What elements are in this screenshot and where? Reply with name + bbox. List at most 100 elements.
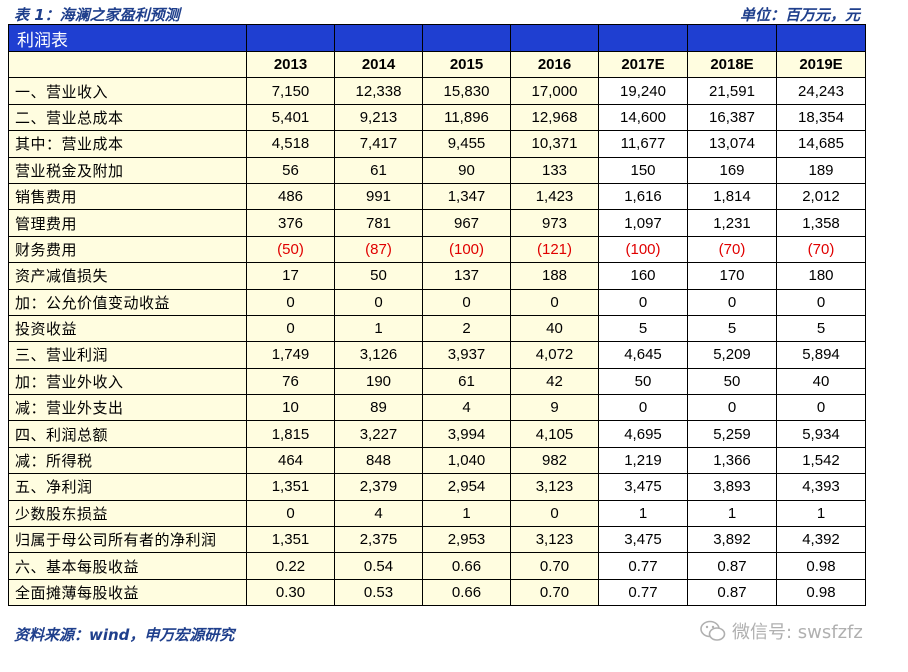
value-cell: 3,892 <box>687 526 777 554</box>
value-cell: 0.98 <box>776 578 866 607</box>
value-cell: 848 <box>334 446 423 475</box>
table-title: 利润表 <box>8 24 247 52</box>
table-caption: 表 1：海澜之家盈利预测 单位：百万元，元 <box>14 0 860 26</box>
value-cell: 1 <box>598 499 688 528</box>
value-cell: 13,074 <box>687 130 777 158</box>
title-blank-cell <box>246 24 335 52</box>
value-cell: 14,685 <box>776 130 866 158</box>
value-cell: 16,387 <box>687 103 777 132</box>
row-label: 财务费用 <box>8 235 247 264</box>
value-cell: 1 <box>334 314 423 343</box>
value-cell: 12,968 <box>510 103 599 132</box>
value-cell: 40 <box>776 367 866 396</box>
value-cell: 464 <box>246 446 335 475</box>
value-cell: 4 <box>422 394 511 422</box>
row-label: 五、净利润 <box>8 473 247 501</box>
value-cell: 0.53 <box>334 578 423 607</box>
value-cell: (70) <box>687 235 777 264</box>
row-label: 全面摊薄每股收益 <box>8 578 247 607</box>
table-title-row: 利润表 <box>8 24 866 52</box>
value-cell: 1,366 <box>687 446 777 475</box>
value-cell: 3,937 <box>422 341 511 369</box>
value-cell: 4,518 <box>246 130 335 158</box>
value-cell: 5,894 <box>776 341 866 369</box>
value-cell: 4,072 <box>510 341 599 369</box>
value-cell: 170 <box>687 262 777 290</box>
caption-title: 表 1：海澜之家盈利预测 <box>14 6 180 24</box>
value-cell: 3,475 <box>598 473 688 501</box>
value-cell: (50) <box>246 235 335 264</box>
value-cell: 5 <box>776 314 866 343</box>
value-cell: 19,240 <box>598 77 688 105</box>
value-cell: 90 <box>422 156 511 184</box>
row-label: 加：营业外收入 <box>8 367 247 396</box>
value-cell: 5 <box>598 314 688 343</box>
value-cell: 1 <box>687 499 777 528</box>
value-cell: 160 <box>598 262 688 290</box>
value-cell: 1,815 <box>246 420 335 448</box>
table-row: 减：营业外支出 10 89 4 9 0 0 0 <box>8 394 866 422</box>
value-cell: 56 <box>246 156 335 184</box>
value-cell: 0 <box>334 288 423 316</box>
value-cell: 0 <box>246 499 335 528</box>
value-cell: 0.98 <box>776 552 866 580</box>
value-cell: 1,351 <box>246 526 335 554</box>
value-cell: 0.30 <box>246 578 335 607</box>
value-cell: 2 <box>422 314 511 343</box>
value-cell: 18,354 <box>776 103 866 132</box>
table-row: 归属于母公司所有者的净利润 1,351 2,375 2,953 3,123 3,475 3,… <box>8 526 866 554</box>
value-cell: 40 <box>510 314 599 343</box>
table-row: 其中：营业成本 4,518 7,417 9,455 10,371 11,677 13,074… <box>8 130 866 158</box>
value-cell: 3,475 <box>598 526 688 554</box>
value-cell: 1,814 <box>687 182 777 211</box>
table-row: 六、基本每股收益 0.22 0.54 0.66 0.70 0.77 0.87 0.98 <box>8 552 866 580</box>
value-cell: 0 <box>598 288 688 316</box>
row-label: 资产减值损失 <box>8 262 247 290</box>
value-cell: 3,123 <box>510 473 599 501</box>
value-cell: 169 <box>687 156 777 184</box>
value-cell: 10,371 <box>510 130 599 158</box>
value-cell: 61 <box>422 367 511 396</box>
year-header-cell: 2016 <box>510 50 599 79</box>
value-cell: 0 <box>598 394 688 422</box>
value-cell: 150 <box>598 156 688 184</box>
value-cell: 3,893 <box>687 473 777 501</box>
row-label: 营业税金及附加 <box>8 156 247 184</box>
value-cell: 0 <box>246 288 335 316</box>
table-row: 三、营业利润 1,749 3,126 3,937 4,072 4,645 5,209 5,89… <box>8 341 866 369</box>
value-cell: 10 <box>246 394 335 422</box>
value-cell: 42 <box>510 367 599 396</box>
year-header-row: 2013 2014 2015 2016 2017E 2018E 2019E <box>8 50 866 79</box>
row-label: 减：所得税 <box>8 446 247 475</box>
value-cell: 189 <box>776 156 866 184</box>
value-cell: 0.66 <box>422 552 511 580</box>
table-row: 全面摊薄每股收益 0.30 0.53 0.66 0.70 0.77 0.87 0.98 <box>8 578 866 607</box>
value-cell: 50 <box>334 262 423 290</box>
value-cell: 1,097 <box>598 209 688 237</box>
value-cell: 7,150 <box>246 77 335 105</box>
value-cell: 2,012 <box>776 182 866 211</box>
table-row: 资产减值损失 17 50 137 188 160 170 180 <box>8 262 866 290</box>
value-cell: 17 <box>246 262 335 290</box>
value-cell: 61 <box>334 156 423 184</box>
value-cell: 4,645 <box>598 341 688 369</box>
table-row: 一、营业收入 7,150 12,338 15,830 17,000 19,240 21,59… <box>8 77 866 105</box>
row-label: 销售费用 <box>8 182 247 211</box>
value-cell: 0 <box>776 288 866 316</box>
value-cell: 0 <box>246 314 335 343</box>
value-cell: 2,954 <box>422 473 511 501</box>
title-blank-cell <box>334 24 423 52</box>
row-label: 管理费用 <box>8 209 247 237</box>
value-cell: 2,379 <box>334 473 423 501</box>
value-cell: (87) <box>334 235 423 264</box>
value-cell: 3,123 <box>510 526 599 554</box>
value-cell: 1,423 <box>510 182 599 211</box>
value-cell: 14,600 <box>598 103 688 132</box>
value-cell: 1 <box>776 499 866 528</box>
table-row: 少数股东损益 0 4 1 0 1 1 1 <box>8 499 866 528</box>
value-cell: 4,105 <box>510 420 599 448</box>
value-cell: 21,591 <box>687 77 777 105</box>
caption-unit: 单位：百万元，元 <box>739 6 860 24</box>
row-label: 其中：营业成本 <box>8 130 247 158</box>
value-cell: 0.22 <box>246 552 335 580</box>
